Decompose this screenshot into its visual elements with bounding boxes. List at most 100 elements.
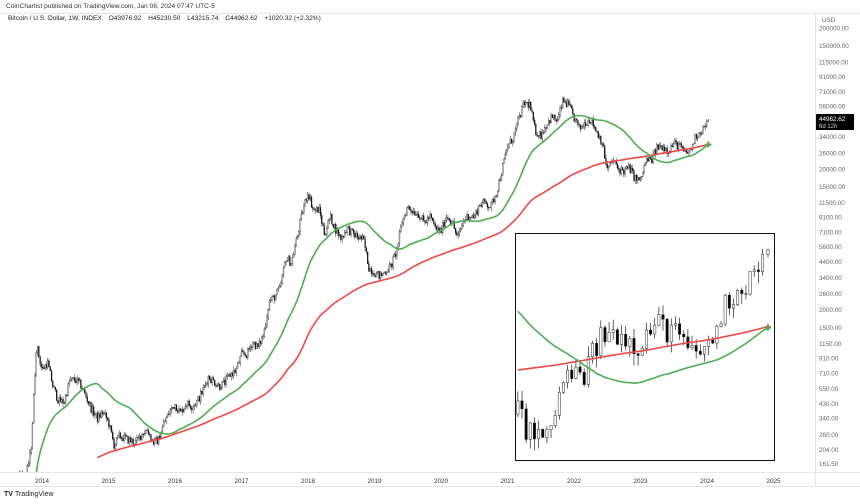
candle-down [49,366,51,371]
candle-down [87,401,90,404]
candle-down [647,158,649,162]
candle-down [663,146,666,151]
candle-up [514,128,517,133]
candle-down [632,338,636,354]
candle-down [337,228,339,237]
candle-up [479,204,481,206]
candle-up [293,254,295,258]
candle-up [557,392,561,416]
candle-up [673,323,677,326]
candle-up [766,249,770,255]
candle-up [541,132,543,139]
candle-up [583,122,585,127]
candle-down [66,395,68,397]
candle-up [658,146,661,150]
candle-up [574,118,577,122]
price-tick-label: 200000.00 [819,26,849,33]
candle-down [212,377,215,381]
price-axis[interactable]: 200000.00 150000.00 115000.00 91000.00 71000… [819,26,849,468]
candle-down [680,143,682,147]
candle-up [677,143,680,150]
candle-up [372,273,374,275]
candle-down [627,166,629,169]
publisher-line: CoinChartist published on TradingView.co… [6,3,215,10]
candle-down [257,343,259,347]
candle-down [38,346,40,357]
ma-50-line [35,114,709,472]
candle-down [511,138,513,144]
candle-down [107,417,109,420]
candle-down [590,122,592,124]
candle-down [588,120,591,123]
tradingview-logo[interactable]: TV TradingView [4,491,53,498]
candle-up [225,376,227,385]
candle-down [121,437,123,439]
candle-down [698,350,702,355]
candle-down [619,168,621,174]
candle-up [466,214,468,220]
candle-up [586,124,588,126]
candle-up [736,290,740,305]
candle-up [166,413,169,418]
candle-up [684,150,686,152]
candle-down [480,204,482,207]
candle-up [648,157,650,162]
price-tick-label: 550.00 [819,386,839,393]
time-tick-label: 2021 [500,478,515,485]
candle-up [169,410,171,415]
candle-up [197,396,199,401]
candle-up [98,413,100,422]
candle-up [104,412,106,414]
candle-down [532,422,536,440]
symbol-legend: Bitcoin / U.S. Dollar, 1W, INDEX O43976.… [8,15,326,22]
candle-up [516,400,520,415]
candle-up [549,425,553,430]
candle-down [351,228,353,230]
candle-up [562,97,564,109]
candle-up [562,382,565,393]
candle-up [375,272,378,278]
time-tick-label: 2020 [434,478,449,485]
candle-down [565,102,568,107]
candle-up [258,341,260,347]
candle-down [127,435,129,444]
candle-down [251,346,253,348]
candle-up [203,385,206,388]
candle-up [566,369,570,383]
candle-up [328,218,331,221]
ohlc-open: O43976.92 [108,15,142,22]
candle-up [18,475,19,482]
candle-up [202,387,204,395]
candle-up [141,433,143,440]
candle-up [578,124,580,126]
candle-down [56,389,58,401]
candle-down [453,221,455,229]
candle-up [131,439,133,443]
candle-up [598,135,601,139]
candle-up [300,212,302,220]
candle-up [277,287,280,290]
candle-down [21,473,22,478]
candle-down [231,372,234,376]
time-axis[interactable]: 2014 2015 2016 2017 2018 2019 2020 2021 2022 2023… [35,478,781,485]
price-tick-label: 910.00 [819,355,839,362]
time-tick-label: 2017 [234,478,249,485]
candle-up [461,225,463,229]
time-tick-label: 2014 [35,478,50,485]
candle-down [368,263,370,272]
candle-down [419,217,421,220]
candle-up [702,126,704,135]
candle-up [653,149,656,155]
candle-down [595,343,599,356]
price-tick-label: 7100.00 [819,230,842,237]
ma-50-line [517,310,769,384]
candle-up [145,430,147,434]
candle-up [698,132,700,138]
candle-up [471,215,473,218]
candle-down [354,233,356,238]
candle-up [639,177,641,181]
candle-down [54,386,57,391]
candle-down [273,295,276,301]
candle-up [643,165,645,174]
